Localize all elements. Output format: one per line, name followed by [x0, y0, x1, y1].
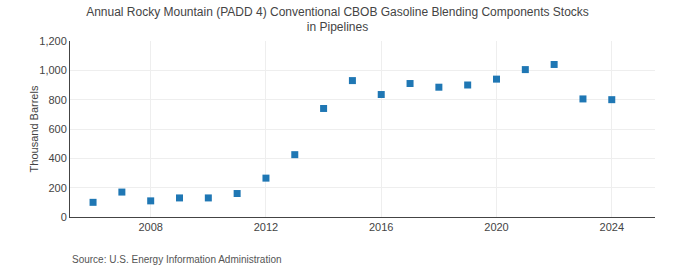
- svg-text:600: 600: [48, 123, 66, 135]
- svg-text:400: 400: [48, 152, 66, 164]
- svg-text:2008: 2008: [138, 221, 162, 233]
- svg-text:2012: 2012: [254, 221, 278, 233]
- svg-text:1,000: 1,000: [39, 64, 67, 76]
- svg-text:200: 200: [48, 182, 66, 194]
- svg-text:Source: U.S. Energy Informatio: Source: U.S. Energy Information Administ…: [72, 254, 282, 265]
- svg-text:1,200: 1,200: [39, 35, 67, 47]
- svg-text:800: 800: [48, 94, 66, 106]
- svg-text:2024: 2024: [600, 221, 624, 233]
- svg-text:Annual Rocky Mountain (PADD 4): Annual Rocky Mountain (PADD 4) Conventio…: [86, 5, 589, 35]
- svg-text:Thousand Barrels: Thousand Barrels: [28, 85, 40, 172]
- svg-text:2020: 2020: [484, 221, 508, 233]
- svg-text:0: 0: [61, 211, 67, 223]
- svg-text:2016: 2016: [369, 221, 393, 233]
